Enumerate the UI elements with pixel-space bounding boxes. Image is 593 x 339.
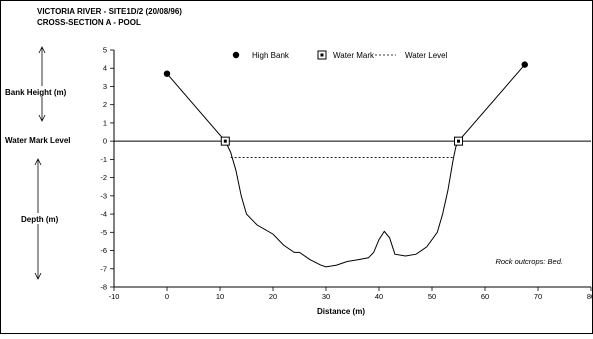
x-tick-label: -10 <box>109 292 120 301</box>
y-tick-label: -2 <box>100 173 107 182</box>
high-bank-point <box>521 61 528 68</box>
y-tick-label: -7 <box>100 264 107 273</box>
water-mark-point-center <box>457 139 460 143</box>
y-tick-label: -8 <box>100 283 107 292</box>
x-tick-label: 20 <box>269 292 277 301</box>
depth-label: Depth (m) <box>21 215 59 224</box>
legend-water-level-label: Water Level <box>405 51 448 60</box>
series-layer <box>163 61 528 268</box>
y-tick-label: 4 <box>103 64 107 73</box>
water-mark-level-label: Water Mark Level <box>5 136 71 145</box>
legend: High Bank Water Mark Water Level <box>232 50 448 60</box>
y-tick-label: 5 <box>103 46 107 55</box>
bank-height-arrow-up <box>38 46 46 54</box>
x-tick-label: 60 <box>481 292 489 301</box>
y-tick-label: -6 <box>100 246 107 255</box>
depth-label-bg <box>18 213 66 224</box>
cross-section-profile-line <box>166 64 526 268</box>
legend-high-bank-label: High Bank <box>252 51 290 60</box>
x-tick-label: 40 <box>375 292 383 301</box>
axes <box>113 50 591 288</box>
depth-arrow-down <box>34 272 42 280</box>
bank-height-label-bg <box>4 86 80 97</box>
legend-water-mark-label: Water Mark <box>333 51 375 60</box>
x-tick-label: 0 <box>165 292 169 301</box>
x-tick-label: 80 <box>587 292 593 301</box>
water-mark-point-center <box>223 139 227 143</box>
legend-water-mark-marker-center <box>320 53 324 57</box>
legend-high-bank-marker <box>232 51 240 59</box>
x-tick-label: 70 <box>534 292 542 301</box>
y-tick-label: 1 <box>103 118 107 127</box>
y-tick-label: -3 <box>100 191 107 200</box>
chart-subtitle: CROSS-SECTION A - POOL <box>37 18 141 27</box>
y-tick-label: 3 <box>103 82 107 91</box>
x-tick-label: 50 <box>428 292 436 301</box>
bank-height-arrow-down <box>38 114 46 122</box>
rock-outcrops-note: Rock outcrops: Bed. <box>495 257 563 266</box>
bank-height-label: Bank Height (m) <box>5 88 67 97</box>
y-tick-label: -4 <box>100 210 107 219</box>
x-axis-label: Distance (m) <box>317 307 365 316</box>
chart-title: VICTORIA RIVER - SITE1D/2 (20/08/96) <box>37 7 182 16</box>
y-tick-label: 0 <box>103 137 107 146</box>
y-tick-label: -5 <box>100 228 107 237</box>
depth-arrow-up <box>34 158 42 166</box>
y-tick-label: -1 <box>100 155 107 164</box>
y-tick-label: 2 <box>103 100 107 109</box>
x-tick-label: 10 <box>216 292 224 301</box>
high-bank-point <box>163 70 171 77</box>
x-tick-label: 30 <box>322 292 330 301</box>
